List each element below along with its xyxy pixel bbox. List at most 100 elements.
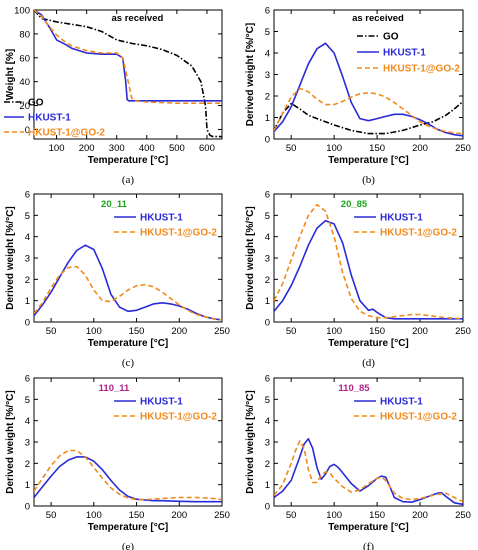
y-tick-label: 1 [265,296,270,307]
y-tick-label: 6 [265,6,270,17]
series-group [274,438,463,506]
legend-label: HKUST-1@GO-2 [28,128,105,139]
panel-title: as received [352,13,404,24]
x-tick-label: 50 [46,510,57,521]
y-tick-label: 0 [25,318,30,329]
x-tick-label: 250 [214,326,230,337]
y-tick-label: 3 [265,70,270,81]
y-tick-label: 4 [25,416,30,427]
y-axis-label: Derived weight [%/°C] [245,390,256,493]
y-tick-label: 100 [14,6,30,17]
series-group [274,203,463,320]
x-axis-label: Temperature [°C] [88,522,169,533]
plot-frame [273,377,464,507]
y-tick-label: 5 [265,395,270,406]
x-tick-label: 100 [86,510,102,521]
plot-frame [33,193,223,323]
tick-group: 50 100 150 200 250 0 1 2 3 4 5 6 [265,190,471,338]
y-tick-label: 40 [19,77,30,88]
x-tick-label: 300 [109,143,125,154]
x-tick-label: 150 [129,326,145,337]
panel-label: (b) [362,174,375,186]
legend: GO HKUST-1 HKUST-1@GO-2 [4,98,105,139]
y-tick-label: 2 [25,275,30,286]
y-tick-label: 3 [265,438,270,449]
tick-group: 50 100 150 200 250 0 1 2 3 4 5 6 [265,6,471,155]
series-group [274,42,463,137]
legend-label: HKUST-1 [383,48,426,59]
x-tick-label: 200 [412,143,428,154]
x-tick-label: 100 [326,510,342,521]
series-group [34,10,222,138]
x-axis-label: Temperature [°C] [328,338,409,349]
x-tick-label: 50 [286,326,297,337]
plot-frame [33,377,223,507]
x-axis-label: Temperature [°C] [88,338,169,349]
chart-panel-2: 50 100 150 200 250 0 1 2 3 4 5 6 Temperature [°C] Der… [245,6,471,187]
chart-panel-3: 50 100 150 200 250 0 1 2 3 4 5 6 Temperature [°C] Der… [5,190,230,370]
y-tick-label: 4 [265,232,270,243]
tick-group: 50 100 150 200 250 0 1 2 3 4 5 6 [25,374,230,522]
y-axis-label: Derived weight [%/°C] [5,390,16,493]
legend-label: HKUST-1@GO-2 [140,228,217,239]
x-tick-label: 50 [286,510,297,521]
plot-frame [33,9,223,140]
y-tick-label: 3 [25,254,30,265]
x-tick-label: 200 [412,326,428,337]
y-tick-label: 2 [25,459,30,470]
y-tick-label: 6 [25,374,30,385]
y-tick-label: 5 [25,395,30,406]
x-tick-label: 250 [455,143,471,154]
x-tick-label: 100 [49,143,65,154]
series-line-hkust-1-go-2 [34,449,222,501]
y-axis-label: Derived weight [%/°C] [245,23,256,126]
panel-title: 110_11 [99,383,130,394]
y-tick-label: 80 [19,29,30,40]
panel-title: 20_85 [341,199,368,210]
legend-label: GO [28,98,44,109]
x-tick-label: 200 [412,510,428,521]
series-group [34,244,222,321]
panel-label: (f) [363,541,374,550]
x-tick-label: 50 [46,326,57,337]
y-tick-label: 0 [265,502,270,513]
x-tick-label: 150 [369,143,385,154]
legend-label: HKUST-1@GO-2 [140,412,217,423]
x-tick-label: 50 [286,143,297,154]
chart-panel-6: 50 100 150 200 250 0 1 2 3 4 5 6 Temperature [°C] Der… [245,374,471,550]
y-tick-label: 6 [25,190,30,201]
y-tick-label: 5 [265,27,270,38]
legend: HKUST-1 HKUST-1@GO-2 [354,213,457,239]
x-axis-label: Temperature [°C] [328,155,409,166]
x-tick-label: 600 [199,143,215,154]
series-group [34,449,222,503]
y-tick-label: 60 [19,53,30,64]
legend-label: HKUST-1@GO-2 [380,412,457,423]
y-tick-label: 4 [265,416,270,427]
x-tick-label: 200 [171,326,187,337]
x-tick-label: 150 [129,510,145,521]
y-tick-label: 0 [265,318,270,329]
y-tick-label: 0 [25,125,30,136]
legend: HKUST-1 HKUST-1@GO-2 [114,397,217,423]
series-line-go [274,100,463,135]
tick-group: 100 200 300 400 500 600 0 20 40 60 80 100 [14,6,222,154]
panel-label: (e) [122,541,135,550]
legend-label: HKUST-1 [380,397,423,408]
chart-panel-4: 50 100 150 200 250 0 1 2 3 4 5 6 Temperature [°C] Der… [245,190,471,370]
series-line-hkust-1 [34,456,222,503]
legend-label: GO [383,32,399,43]
y-axis-label: Derived weight [%/°C] [5,206,16,309]
x-tick-label: 200 [171,510,187,521]
series-line-hkust-1 [274,42,463,137]
y-tick-label: 3 [265,254,270,265]
panel-label: (d) [362,357,375,369]
y-tick-label: 2 [265,459,270,470]
tick-group: 50 100 150 200 250 0 1 2 3 4 5 6 [25,190,230,338]
y-tick-label: 4 [25,232,30,243]
x-tick-label: 100 [326,326,342,337]
y-tick-label: 3 [25,438,30,449]
legend: HKUST-1 HKUST-1@GO-2 [354,397,457,423]
x-tick-label: 200 [79,143,95,154]
y-tick-label: 2 [265,275,270,286]
